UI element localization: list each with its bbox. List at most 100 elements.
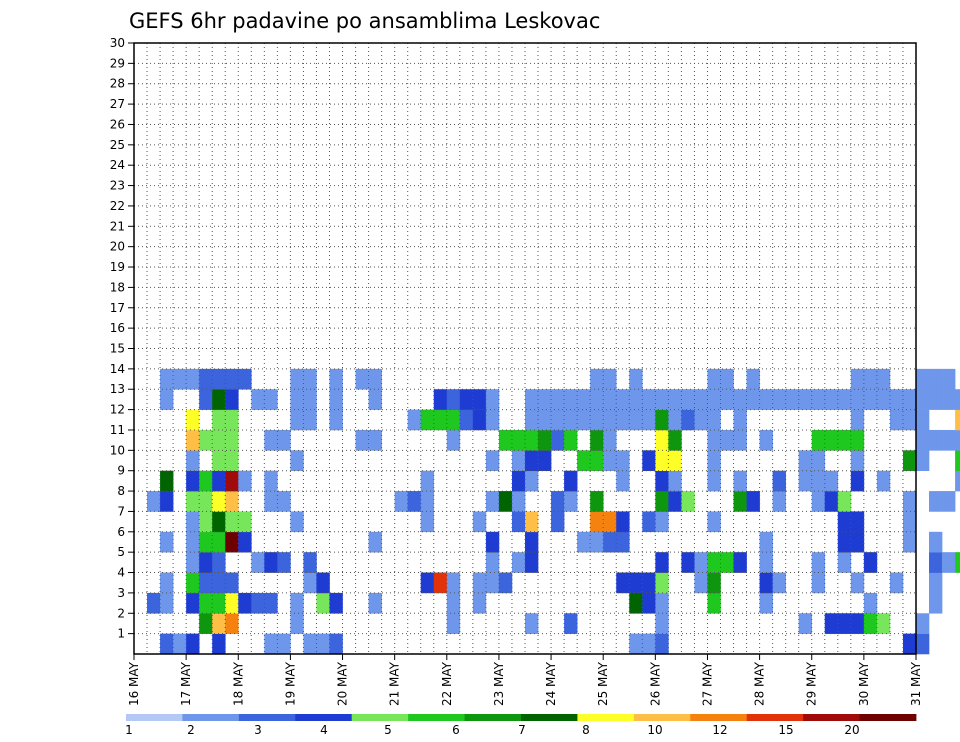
heatmap-cell [746,389,760,410]
heatmap-cell [199,389,213,410]
heatmap-cell [407,491,422,512]
colorbar-tick-label: 20 [844,723,859,737]
heatmap-cell [277,429,291,451]
heatmap-cell [916,389,930,410]
heatmap-cell [538,409,552,431]
colorbar-tick-label: 5 [384,723,392,737]
heatmap-cell [551,409,565,431]
heatmap-cell [811,450,826,471]
heatmap-cell [759,552,773,573]
heatmap-cell [160,592,174,614]
heatmap-cell [863,613,878,634]
heatmap-cell [942,429,956,451]
heatmap-cell [707,368,721,390]
heatmap-cell [668,389,682,410]
heatmap-cell [199,613,213,634]
heatmap-cell [720,429,734,451]
heatmap-cell [707,552,721,573]
heatmap-cell [199,491,213,512]
heatmap-cell [238,531,252,553]
y-axis: 1234567891011121314151617181920212223242… [110,36,134,641]
heatmap-cell [303,572,317,594]
heatmap-cell [577,531,591,553]
x-tick-label: 24 MAY [544,661,558,706]
colorbar-swatch [803,714,860,721]
heatmap-cell [147,491,161,512]
heatmap-cell [746,491,760,512]
heatmap-cell [525,389,539,410]
heatmap-cell [525,531,539,553]
heatmap-cell [863,368,878,390]
heatmap-cell [459,389,474,410]
heatmap-cell [199,368,213,390]
colorbar-tick-label: 10 [647,723,662,737]
heatmap-cell [629,592,643,614]
heatmap-cell [251,389,265,410]
heatmap-cell [290,511,304,533]
y-tick-label: 21 [110,219,125,233]
heatmap-cell [433,409,448,431]
heatmap-cell [368,592,382,614]
heatmap-cell [485,531,500,553]
heatmap-cell [212,531,226,553]
heatmap-cell [733,491,747,512]
x-axis: 16 MAY 17 MAY 18 MAY 19 MAY 20 MAY 21 MAY 22 M… [127,654,923,706]
colorbar-swatch [633,714,691,721]
heatmap-cell [603,389,617,410]
heatmap-cell [850,531,865,553]
heatmap-cell [264,429,278,451]
heatmap-cell [837,389,852,410]
heatmap-cell [616,409,630,431]
y-tick-label: 2 [117,606,125,620]
heatmap-cell [355,429,369,451]
heatmap-cell [577,450,591,471]
heatmap-cell [433,572,448,594]
heatmap-cell [850,511,865,533]
y-tick-label: 12 [110,403,125,417]
heatmap-cell [681,552,695,573]
heatmap-cell [772,389,786,410]
y-tick-label: 10 [110,443,125,457]
heatmap-cell [655,409,669,431]
heatmap-cell [772,470,786,492]
heatmap-cell [889,389,904,410]
heatmap-cell [420,491,435,512]
heatmap-cell [603,409,617,431]
heatmap-cell [212,450,226,471]
x-tick-label: 30 MAY [857,661,871,706]
heatmap-cell [916,613,930,634]
heatmap-cell [850,409,865,431]
heatmap-cell [551,491,565,512]
heatmap-cell [955,552,960,573]
heatmap-cell [759,389,773,410]
heatmap-cell [603,511,617,533]
heatmap-cell [655,572,669,594]
heatmap-cell [681,409,695,431]
heatmap-cell [902,633,917,655]
heatmap-cell [811,429,826,451]
heatmap-cell [616,450,630,471]
heatmap-cell [916,429,930,451]
heatmap-cell [525,470,539,492]
colorbar-tick-label: 2 [187,723,195,737]
heatmap-cell [668,470,682,492]
y-tick-label: 16 [110,321,125,335]
heatmap-cell [655,613,669,634]
heatmap-cell [420,572,435,594]
heatmap-cell [929,429,943,451]
y-tick-label: 24 [110,158,125,172]
heatmap-cell [485,552,500,573]
heatmap-cell [902,409,917,431]
heatmap-cell [199,592,213,614]
heatmap-cell [889,572,904,594]
heatmap-cell [707,511,721,533]
heatmap-cell [564,491,578,512]
heatmap-cell [564,429,578,451]
heatmap-cell [876,389,891,410]
heatmap-cell [733,409,747,431]
heatmap-cell [485,572,500,594]
y-tick-label: 30 [110,36,125,50]
heatmap-cell [564,613,578,634]
heatmap-cell [876,613,891,634]
